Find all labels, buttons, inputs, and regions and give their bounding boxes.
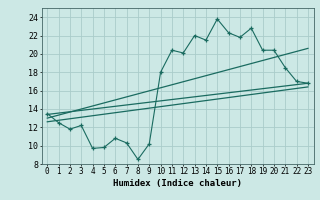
X-axis label: Humidex (Indice chaleur): Humidex (Indice chaleur) (113, 179, 242, 188)
